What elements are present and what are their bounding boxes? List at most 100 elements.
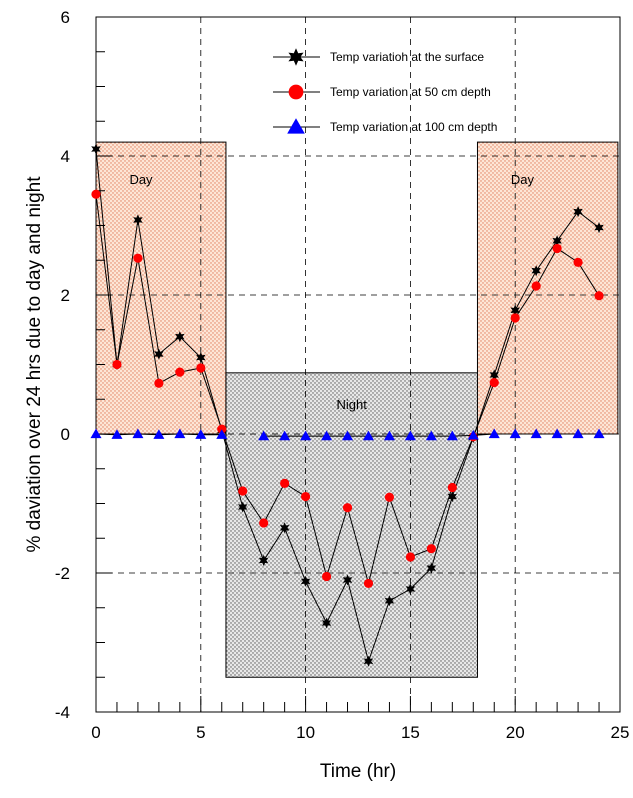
y-tick-label: 4 [61, 147, 70, 166]
data-point-star [238, 501, 248, 513]
data-point-circle [321, 571, 332, 582]
data-point-star [447, 491, 458, 503]
data-point-triangle [593, 428, 605, 439]
data-point-circle [342, 503, 353, 513]
data-point-star [594, 222, 604, 234]
legend: Temp variatioh at the surface Temp variat… [273, 48, 497, 134]
data-point-circle [238, 486, 248, 496]
region-label: Day [511, 172, 535, 187]
data-point-star [300, 575, 311, 587]
data-point-triangle [383, 430, 395, 441]
data-point-star [384, 595, 395, 607]
x-tick-label: 15 [401, 723, 420, 742]
series-2 [90, 428, 605, 441]
data-point-star [342, 574, 353, 586]
series-0 [91, 143, 604, 667]
region-label: Night [337, 397, 368, 412]
data-point-circle [573, 257, 583, 267]
legend-label: Temp variation at 100 cm depth [330, 120, 497, 134]
legend-item: Temp variation at 50 cm depth [273, 84, 491, 100]
data-point-star [489, 369, 499, 381]
grid-lines [96, 17, 620, 712]
region-day-0 [95, 141, 227, 435]
data-point-circle [301, 491, 311, 502]
data-point-triangle [321, 430, 333, 441]
shaded-regions: Day Night Day [95, 141, 619, 678]
data-point-circle [384, 492, 395, 502]
data-point-circle [259, 518, 269, 528]
data-point-star [321, 617, 332, 629]
data-point-triangle [216, 429, 228, 439]
data-point-triangle [530, 428, 542, 439]
data-point-triangle [509, 428, 521, 439]
x-tick-label: 10 [296, 723, 315, 742]
region-day-2 [476, 141, 619, 435]
data-point-triangle [258, 430, 270, 441]
legend-label: Temp variatioh at the surface [330, 50, 484, 64]
data-point-circle [363, 578, 374, 589]
series-1 [91, 189, 604, 589]
data-point-triangle [300, 430, 312, 441]
data-point-star [426, 562, 437, 574]
data-point-circle [594, 291, 604, 301]
data-point-triangle [132, 428, 144, 439]
data-point-triangle [446, 430, 458, 441]
data-point-star [552, 235, 562, 247]
data-point-circle [552, 243, 562, 254]
data-point-triangle [362, 430, 374, 441]
data-point-circle [196, 363, 206, 373]
data-point-circle [280, 478, 290, 488]
data-point-circle [510, 313, 520, 323]
data-point-circle [91, 189, 101, 199]
legend-item: Temp variatioh at the surface [273, 48, 484, 66]
data-point-circle [288, 84, 304, 100]
data-point-triangle [90, 428, 102, 439]
data-point-triangle [153, 429, 165, 439]
y-tick-label: 6 [61, 8, 70, 27]
y-tick-label: 2 [61, 286, 70, 305]
data-point-star [279, 522, 290, 534]
data-point-triangle [551, 428, 563, 439]
data-point-circle [133, 253, 143, 263]
data-point-star [175, 331, 185, 343]
legend-item: Temp variation at 100 cm depth [273, 118, 497, 134]
x-tick-label: 5 [196, 723, 205, 742]
data-point-circle [405, 552, 415, 562]
data-point-triangle [488, 428, 500, 439]
data-point-circle [489, 377, 499, 388]
data-point-circle [154, 378, 164, 388]
data-point-star [510, 304, 520, 316]
data-point-circle [426, 544, 436, 554]
data-point-triangle [279, 430, 291, 441]
legend-label: Temp variation at 50 cm depth [330, 85, 491, 99]
data-point-triangle [111, 429, 123, 439]
y-axis-label: % daviation over 24 hrs due to day and n… [24, 176, 45, 553]
data-point-triangle [342, 430, 354, 441]
data-point-star [573, 206, 583, 218]
data-point-star [133, 214, 143, 226]
x-tick-label: 0 [91, 723, 100, 742]
data-point-circle [112, 359, 122, 370]
y-tick-label: -2 [55, 564, 70, 583]
x-axis-label: Time (hr) [320, 761, 396, 782]
data-point-triangle [174, 428, 186, 439]
data-series [90, 143, 605, 667]
data-point-circle [531, 281, 541, 291]
data-point-triangle [467, 429, 479, 440]
data-point-star [154, 348, 164, 360]
data-point-star [258, 555, 269, 566]
y-tick-label: 0 [61, 425, 70, 444]
data-point-triangle [572, 428, 584, 439]
data-point-triangle [195, 429, 207, 439]
x-tick-label: 20 [506, 723, 525, 742]
x-tick-label: 25 [611, 723, 630, 742]
data-point-circle [217, 424, 227, 434]
data-point-star [405, 583, 416, 595]
data-point-star [196, 352, 206, 364]
data-point-circle [447, 482, 457, 493]
data-point-circle [175, 367, 185, 377]
data-point-star [91, 143, 101, 155]
data-point-triangle [287, 118, 305, 134]
data-point-star [531, 265, 541, 277]
